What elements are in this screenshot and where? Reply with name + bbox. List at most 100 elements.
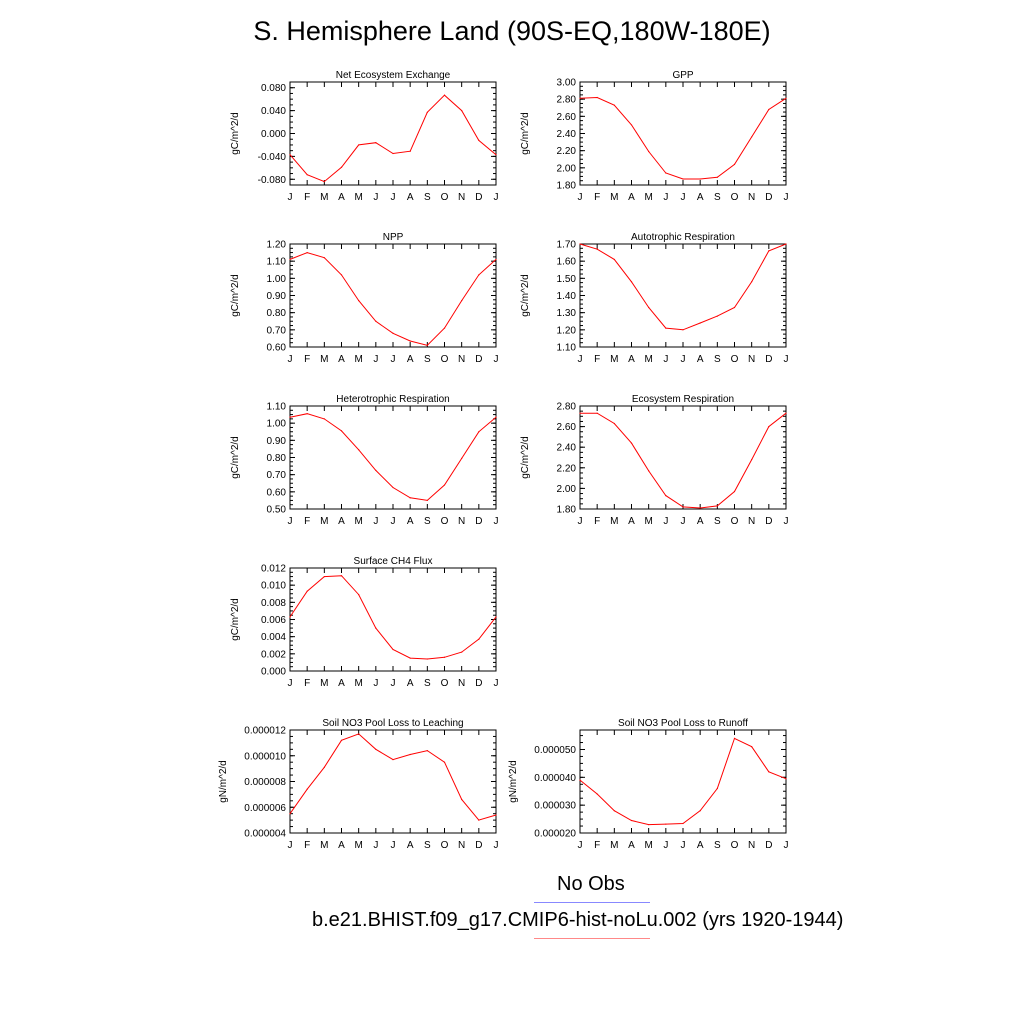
- x-tick-label: D: [475, 678, 482, 689]
- data-point: [409, 150, 411, 152]
- x-tick-label: A: [407, 516, 414, 527]
- y-axis-label: gN/m^2/d: [218, 760, 229, 803]
- data-point: [495, 814, 497, 816]
- data-point: [716, 315, 718, 317]
- chart-panel: Surface CH4 Flux gC/m^2/d 0.012 0.010 0.008 0…: [230, 556, 499, 689]
- x-tick-label: M: [320, 840, 328, 851]
- x-tick-label: M: [354, 354, 362, 365]
- y-tick-label: 0.010: [261, 581, 286, 592]
- x-tick-label: J: [681, 354, 686, 365]
- x-tick-label: A: [338, 354, 345, 365]
- data-point: [785, 243, 787, 245]
- x-tick-label: N: [748, 840, 755, 851]
- data-point: [426, 499, 428, 502]
- y-tick-label: -0.080: [258, 175, 287, 186]
- x-tick-label: J: [288, 678, 293, 689]
- x-tick-label: N: [458, 192, 465, 203]
- data-point: [665, 495, 667, 497]
- plot-frame: [289, 81, 497, 186]
- x-tick-label: J: [578, 354, 583, 365]
- x-tick-label: J: [663, 354, 668, 365]
- x-tick-label: S: [424, 678, 431, 689]
- x-tick-label: O: [441, 840, 449, 851]
- series-line: [580, 412, 787, 509]
- data-point: [579, 97, 581, 99]
- chart-title: NPP: [383, 232, 404, 243]
- x-tick-label: O: [441, 192, 449, 203]
- data-point: [443, 94, 446, 96]
- chart-title: Soil NO3 Pool Loss to Runoff: [618, 718, 748, 729]
- data-point: [306, 788, 308, 790]
- y-tick-label: -0.040: [258, 152, 287, 163]
- x-tick-label: M: [610, 192, 618, 203]
- x-tick-label: O: [731, 354, 739, 365]
- x-tick-label: J: [578, 516, 583, 527]
- data-point: [392, 152, 394, 155]
- data-point: [289, 616, 291, 618]
- page-title: S. Hemisphere Land (90S-EQ,180W-180E): [253, 16, 771, 46]
- data-point: [443, 327, 446, 329]
- x-tick-label: M: [354, 516, 362, 527]
- data-point: [461, 457, 463, 459]
- y-tick-label: 2.20: [557, 146, 577, 157]
- data-point: [375, 142, 377, 144]
- plot-frame: [289, 729, 497, 834]
- y-tick-label: 0.80: [267, 308, 287, 319]
- y-tick-label: 1.20: [557, 325, 577, 336]
- data-point: [579, 779, 581, 781]
- data-point: [426, 750, 428, 752]
- chart-title: Autotrophic Respiration: [631, 232, 735, 243]
- data-point: [495, 616, 497, 618]
- x-tick-label: M: [610, 354, 618, 365]
- y-tick-label: 0.000030: [534, 801, 576, 812]
- y-tick-label: 2.60: [557, 422, 577, 433]
- data-point: [768, 250, 770, 252]
- x-tick-label: N: [458, 516, 465, 527]
- x-tick-label: M: [320, 354, 328, 365]
- data-point: [478, 819, 480, 821]
- chart-title: Soil NO3 Pool Loss to Leaching: [322, 718, 463, 729]
- x-tick-label: J: [784, 192, 789, 203]
- chart-panel: Soil NO3 Pool Loss to Runoff gN/m^2/d 0.00…: [508, 718, 789, 851]
- y-tick-label: 2.00: [557, 484, 577, 495]
- data-point: [289, 154, 291, 156]
- y-tick-label: 0.008: [261, 598, 286, 609]
- data-point: [443, 656, 446, 658]
- x-tick-label: J: [578, 192, 583, 203]
- data-point: [699, 810, 701, 812]
- y-tick-label: 0.000040: [534, 773, 576, 784]
- y-tick-label: 2.80: [557, 95, 577, 106]
- x-tick-label: J: [681, 840, 686, 851]
- y-tick-label: 2.40: [557, 129, 577, 140]
- data-point: [699, 507, 701, 509]
- x-tick-label: O: [441, 516, 449, 527]
- data-point: [495, 154, 497, 156]
- x-tick-label: D: [475, 192, 482, 203]
- y-tick-label: 0.006: [261, 615, 286, 626]
- x-tick-label: A: [697, 840, 704, 851]
- x-tick-label: D: [475, 840, 482, 851]
- x-tick-label: J: [391, 840, 396, 851]
- data-point: [785, 97, 787, 99]
- x-tick-label: F: [304, 354, 310, 365]
- plot-frame: [579, 243, 787, 348]
- series-line: [289, 733, 497, 821]
- x-tick-label: M: [354, 678, 362, 689]
- data-point: [426, 111, 428, 113]
- data-point: [751, 281, 753, 283]
- data-point: [648, 470, 650, 472]
- data-point: [665, 823, 667, 825]
- y-tick-label: 0.000050: [534, 745, 576, 756]
- x-tick-label: S: [424, 840, 431, 851]
- chart-title: Net Ecosystem Exchange: [336, 70, 451, 81]
- data-point: [409, 497, 411, 499]
- data-point: [306, 590, 308, 592]
- data-point: [340, 430, 343, 432]
- x-tick-label: J: [373, 354, 378, 365]
- data-point: [323, 766, 325, 768]
- y-tick-label: 0.60: [267, 343, 287, 354]
- x-tick-label: F: [594, 354, 600, 365]
- data-point: [596, 248, 598, 250]
- y-tick-label: 0.000010: [244, 751, 286, 762]
- series-line: [579, 737, 787, 826]
